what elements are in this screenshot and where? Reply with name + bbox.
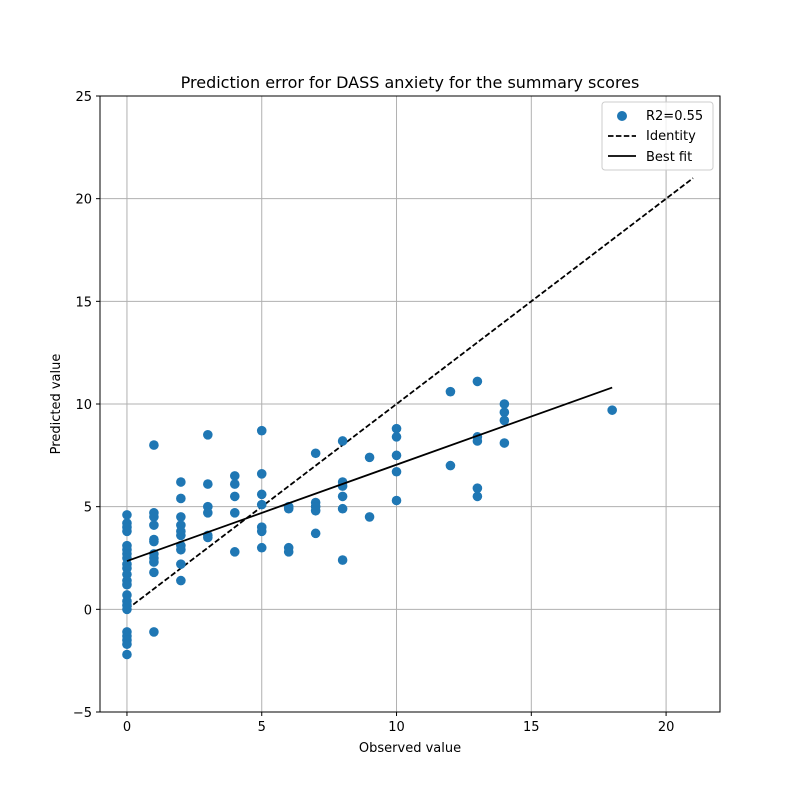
scatter-point — [149, 512, 159, 522]
scatter-point — [176, 575, 186, 586]
scatter-point — [229, 547, 240, 557]
scatter-point — [176, 512, 186, 522]
identity-line — [126, 177, 694, 611]
scatter-point — [364, 512, 375, 522]
scatter-point — [229, 479, 240, 489]
scatter-point — [176, 559, 186, 569]
scatter-point — [310, 505, 321, 516]
x-tick-label: 5 — [258, 720, 266, 735]
x-tick-label: 0 — [123, 720, 131, 735]
scatter-point — [472, 491, 483, 502]
y-tick-label: 15 — [75, 295, 92, 310]
y-tick-label: 10 — [75, 398, 92, 413]
scatter-point — [499, 399, 510, 409]
x-tick-label: 20 — [658, 720, 675, 735]
scatter-point — [472, 436, 483, 446]
scatter-point — [203, 532, 213, 543]
ticks-layer: 0 5 10 15 20 −5 0 5 10 15 20 25 — [73, 90, 675, 735]
scatter-point — [149, 567, 159, 578]
scatter-point — [122, 579, 132, 590]
y-tick-label: −5 — [73, 706, 92, 721]
scatter-point — [337, 436, 348, 446]
scatter-point — [203, 430, 213, 440]
legend-label-identity: Identity — [646, 129, 696, 144]
legend-label-scatter: R2=0.55 — [646, 109, 703, 124]
scatter-point — [391, 450, 402, 461]
scatter-point — [122, 510, 132, 520]
x-tick-label: 10 — [388, 720, 405, 735]
scatter-point — [445, 386, 456, 397]
scatter-point — [176, 477, 186, 487]
scatter-point — [149, 520, 159, 530]
scatter-point — [256, 526, 267, 537]
scatter-point — [310, 528, 321, 539]
scatter-point — [499, 438, 510, 448]
scatter-point — [472, 376, 483, 387]
scatter-point — [122, 639, 132, 650]
legend: R2=0.55 Identity Best fit — [601, 101, 714, 171]
scatter-point — [607, 405, 617, 415]
scatter-point — [256, 425, 267, 436]
scatter-point — [203, 508, 213, 518]
scatter-point — [283, 547, 294, 557]
scatter-point — [391, 466, 402, 477]
y-tick-label: 25 — [75, 90, 92, 105]
legend-marker-scatter — [617, 111, 627, 121]
scatter-point — [256, 469, 267, 479]
scatter-point — [229, 491, 240, 502]
x-axis-label: Observed value — [359, 741, 461, 756]
scatter-point — [499, 415, 510, 426]
y-tick-label: 0 — [84, 603, 92, 618]
scatter-point — [203, 479, 213, 489]
scatter-point — [364, 452, 375, 463]
y-tick-label: 5 — [84, 501, 92, 516]
identity-line-layer — [126, 177, 694, 611]
best-fit-line-layer — [126, 386, 613, 562]
scatter-point — [229, 471, 240, 481]
scatter-point — [337, 503, 348, 514]
legend-box — [601, 101, 714, 171]
scatter-point — [310, 448, 321, 459]
scatter-point — [445, 460, 456, 471]
scatter-point — [256, 489, 267, 500]
scatter-point — [122, 649, 132, 660]
best-fit-line — [126, 386, 613, 562]
scatter-point — [149, 557, 159, 567]
y-axis-label: Predicted value — [49, 354, 64, 455]
chart-title: Prediction error for DASS anxiety for th… — [181, 73, 640, 92]
y-tick-label: 20 — [75, 193, 92, 208]
scatter-point — [176, 530, 186, 541]
scatter-point — [176, 493, 186, 504]
scatter-point — [176, 544, 186, 555]
scatter-point — [229, 508, 240, 518]
scatter-point — [256, 542, 267, 553]
scatter-point — [472, 483, 483, 493]
scatter-point — [122, 526, 132, 537]
scatter-points-layer — [122, 376, 617, 660]
scatter-point — [122, 604, 132, 615]
x-tick-label: 15 — [523, 720, 540, 735]
scatter-point — [149, 627, 159, 637]
scatter-point — [391, 495, 402, 506]
legend-label-best-fit: Best fit — [646, 150, 692, 165]
scatter-point — [256, 499, 267, 510]
scatter-point — [337, 555, 348, 565]
scatter-point — [149, 536, 159, 547]
scatter-point — [337, 491, 348, 502]
scatter-point — [149, 440, 159, 450]
scatter-point — [499, 407, 510, 418]
scatter-point — [283, 503, 294, 514]
scatter-point — [391, 423, 402, 434]
scatter-point — [391, 432, 402, 442]
